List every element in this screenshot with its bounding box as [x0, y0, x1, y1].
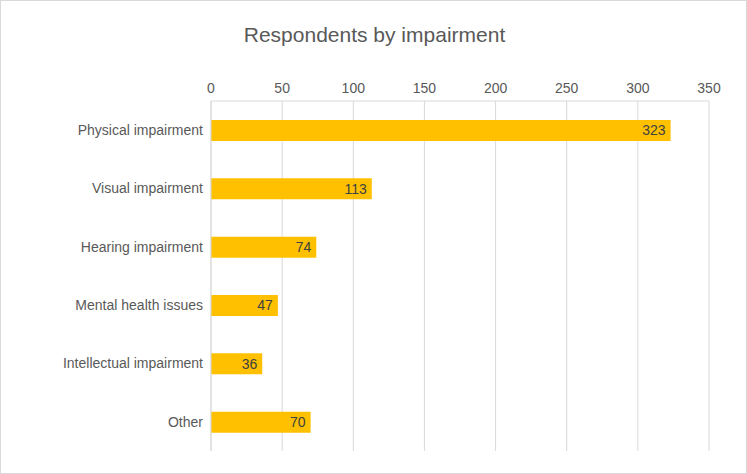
- svg-text:47: 47: [257, 297, 273, 313]
- svg-text:300: 300: [626, 80, 650, 96]
- svg-text:Intellectual impairment: Intellectual impairment: [63, 355, 203, 371]
- svg-text:250: 250: [555, 80, 579, 96]
- svg-text:350: 350: [697, 80, 721, 96]
- svg-text:Other: Other: [168, 414, 203, 430]
- html-text:Respondents by impairment: Respondents by impairment: [243, 23, 506, 46]
- svg-text:Visual impairment: Visual impairment: [92, 180, 203, 196]
- svg-text:100: 100: [342, 80, 366, 96]
- svg-text:323: 323: [642, 122, 666, 138]
- svg-text:74: 74: [296, 239, 312, 255]
- svg-text:36: 36: [242, 356, 258, 372]
- svg-text:200: 200: [484, 80, 508, 96]
- svg-text:Mental health issues: Mental health issues: [75, 297, 203, 313]
- svg-text:50: 50: [274, 80, 290, 96]
- svg-text:Hearing impairment: Hearing impairment: [81, 239, 203, 255]
- svg-text:70: 70: [290, 414, 306, 430]
- svg-text:Physical impairment: Physical impairment: [78, 122, 203, 138]
- svg-text:0: 0: [207, 80, 215, 96]
- svg-text:113: 113: [344, 181, 367, 197]
- svg-text:150: 150: [413, 80, 437, 96]
